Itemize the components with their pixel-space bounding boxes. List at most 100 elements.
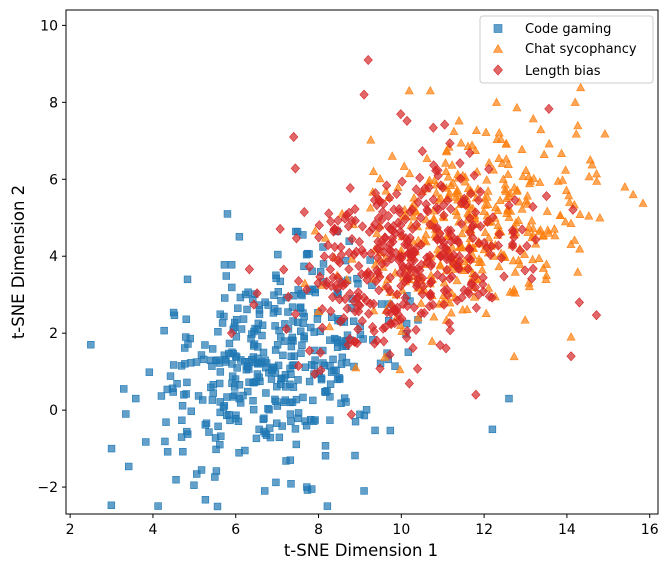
point-diamond (478, 272, 488, 283)
point-square (161, 437, 169, 446)
point-triangle (555, 210, 565, 219)
point-diamond (456, 173, 466, 184)
point-triangle (503, 169, 513, 178)
point-diamond (400, 292, 410, 303)
point-triangle (492, 97, 502, 106)
point-triangle (416, 298, 426, 307)
point-square (287, 417, 295, 426)
point-diamond (338, 280, 348, 291)
point-triangle (458, 243, 468, 252)
point-triangle (560, 216, 570, 226)
point-diamond (412, 363, 423, 374)
point-square (307, 361, 316, 369)
legend-marker-square (493, 24, 503, 33)
point-diamond (446, 225, 456, 236)
point-square (162, 418, 170, 426)
point-diamond (528, 263, 538, 274)
point-triangle (536, 124, 546, 134)
point-triangle (409, 193, 419, 202)
point-triangle (321, 233, 331, 242)
point-square (354, 279, 362, 288)
point-diamond (335, 316, 346, 327)
point-diamond (413, 197, 423, 208)
point-square (279, 351, 287, 360)
y-tick-label: 0 (49, 403, 58, 419)
point-square (208, 345, 217, 353)
point-diamond (457, 292, 467, 303)
point-triangle (576, 82, 586, 92)
point-square (289, 383, 298, 391)
point-diamond (316, 365, 326, 376)
point-square (232, 333, 241, 341)
point-diamond (364, 226, 375, 237)
point-triangle (592, 176, 602, 185)
point-square (227, 261, 236, 269)
point-diamond (478, 286, 488, 297)
point-diamond (416, 308, 426, 319)
point-diamond (405, 232, 415, 243)
point-triangle (557, 148, 567, 158)
point-diamond (404, 378, 414, 389)
point-diamond (379, 336, 389, 347)
legend-label-code-gaming: Code gaming (525, 22, 611, 37)
point-triangle (494, 128, 504, 137)
point-square (317, 375, 326, 384)
point-triangle (399, 161, 409, 170)
legend-label-chat-sycophancy: Chat sycophancy (525, 42, 637, 57)
point-square (294, 376, 302, 384)
point-square (206, 356, 215, 365)
point-diamond (372, 200, 382, 211)
point-square (311, 285, 319, 293)
point-diamond (386, 300, 397, 311)
y-tick-label: 2 (49, 326, 58, 342)
point-diamond (496, 253, 507, 264)
point-diamond (290, 309, 301, 320)
point-triangle (513, 215, 523, 224)
point-diamond (385, 286, 395, 297)
point-square (321, 452, 330, 460)
point-triangle (528, 113, 538, 123)
point-diamond (354, 260, 364, 272)
point-triangle (585, 155, 595, 164)
point-diamond (424, 301, 435, 312)
point-diamond (317, 304, 327, 315)
point-square (214, 328, 222, 336)
point-diamond (439, 299, 449, 310)
point-diamond (484, 164, 494, 175)
point-diamond (314, 232, 324, 243)
point-diamond (407, 204, 417, 215)
point-triangle (522, 191, 533, 200)
point-square (226, 416, 234, 425)
point-diamond (291, 233, 302, 244)
point-diamond (438, 182, 448, 193)
point-triangle (404, 85, 414, 95)
point-square (259, 348, 268, 357)
point-diamond (441, 343, 451, 354)
point-square (201, 496, 210, 504)
point-diamond (329, 224, 339, 235)
point-triangle (517, 204, 527, 213)
point-square (187, 407, 195, 415)
point-diamond (326, 216, 336, 227)
point-triangle (495, 195, 505, 204)
point-triangle (427, 336, 437, 345)
point-square (235, 381, 244, 389)
point-square (225, 339, 234, 348)
point-diamond (364, 308, 374, 319)
point-triangle (512, 102, 522, 112)
point-triangle (443, 172, 453, 181)
point-diamond (397, 313, 407, 324)
point-triangle (550, 230, 560, 240)
point-square (235, 233, 244, 241)
point-diamond (333, 215, 343, 226)
point-diamond (346, 409, 356, 420)
point-square (200, 355, 208, 364)
point-triangle (561, 165, 571, 174)
point-diamond (387, 253, 397, 264)
point-diamond (383, 210, 394, 221)
point-square (404, 348, 413, 356)
point-square (163, 385, 171, 394)
point-diamond (517, 224, 527, 235)
point-square (391, 362, 399, 370)
point-square (488, 425, 497, 434)
